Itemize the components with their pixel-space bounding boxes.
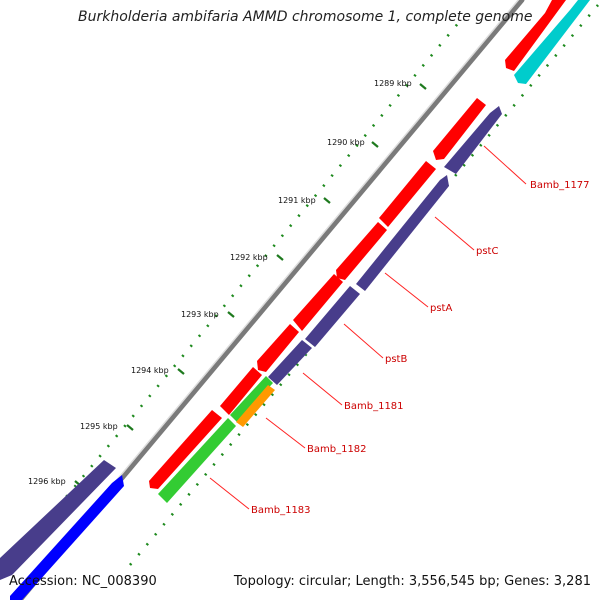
tick-marks (74, 83, 427, 487)
accession-text: Accession: NC_008390 (9, 574, 157, 589)
tick-mark (323, 197, 331, 204)
tick-label-1290: 1290 kbp (327, 138, 365, 147)
leader-pstb (343, 323, 384, 359)
gene-labels: Bamb_1177 pstC pstA pstB Bamb_1181 Bamb_… (251, 180, 590, 516)
cds-forward-1[interactable] (505, 0, 566, 71)
tick-label-1295: 1295 kbp (80, 422, 118, 431)
leader-bamb-1181 (302, 372, 343, 406)
tick-mark (419, 83, 427, 90)
cds-forward-6[interactable] (257, 324, 299, 372)
cds-forward-7[interactable] (220, 367, 262, 415)
tick-label-1292: 1292 kbp (230, 253, 268, 262)
gene-label-bamb-1183[interactable]: Bamb_1183 (251, 505, 311, 516)
cds-reverse-1[interactable] (444, 106, 502, 174)
cds-reverse-3[interactable] (305, 286, 360, 347)
cds-reverse-4[interactable] (268, 340, 312, 385)
cds-forward-2[interactable] (433, 98, 486, 160)
teal-feature[interactable] (514, 0, 590, 84)
blue-feature[interactable] (10, 475, 124, 600)
cds-forward-5[interactable] (293, 274, 343, 331)
gene-label-pstb[interactable]: pstB (385, 354, 407, 365)
tick-mark (276, 254, 284, 261)
gene-label-bamb-1181[interactable]: Bamb_1181 (344, 401, 404, 412)
tick-label-1289: 1289 kbp (374, 79, 412, 88)
leader-bamb-1183 (209, 477, 250, 510)
cds-forward-8[interactable] (149, 410, 222, 489)
green-feature-1[interactable] (230, 376, 273, 422)
topology-summary: Topology: circular; Length: 3,556,545 bp… (233, 574, 591, 589)
cds-forward-4[interactable] (336, 222, 387, 280)
cds-reverse-2[interactable] (356, 175, 449, 291)
cds-forward-3[interactable] (379, 161, 436, 227)
other-features (10, 0, 590, 600)
tick-labels: 1289 kbp 1290 kbp 1291 kbp 1292 kbp 1293… (28, 79, 412, 486)
tick-mark (227, 311, 235, 318)
leader-pstc (434, 216, 475, 251)
leader-bamb-1182 (265, 417, 306, 449)
green-feature-2[interactable] (158, 418, 236, 503)
tick-label-1294: 1294 kbp (131, 366, 169, 375)
tick-label-1293: 1293 kbp (181, 310, 219, 319)
gene-label-psta[interactable]: pstA (430, 303, 452, 314)
leader-bamb-1177 (483, 145, 527, 185)
gene-label-bamb-1182[interactable]: Bamb_1182 (307, 444, 367, 455)
tick-label-1291: 1291 kbp (278, 196, 316, 205)
cds-reverse-5[interactable] (0, 460, 116, 580)
reverse-strand-cds (0, 106, 502, 580)
orange-feature[interactable] (236, 385, 275, 427)
label-leaders (209, 145, 527, 510)
gene-label-pstc[interactable]: pstC (476, 246, 498, 257)
tick-mark (126, 424, 134, 431)
forward-strand-cds (149, 0, 566, 489)
tick-mark (371, 141, 379, 148)
map-title: Burkholderia ambifaria AMMD chromosome 1… (78, 9, 533, 25)
gene-label-bamb-1177[interactable]: Bamb_1177 (530, 180, 590, 191)
tick-mark (177, 368, 185, 375)
leader-psta (384, 272, 429, 308)
tick-label-1296: 1296 kbp (28, 477, 66, 486)
